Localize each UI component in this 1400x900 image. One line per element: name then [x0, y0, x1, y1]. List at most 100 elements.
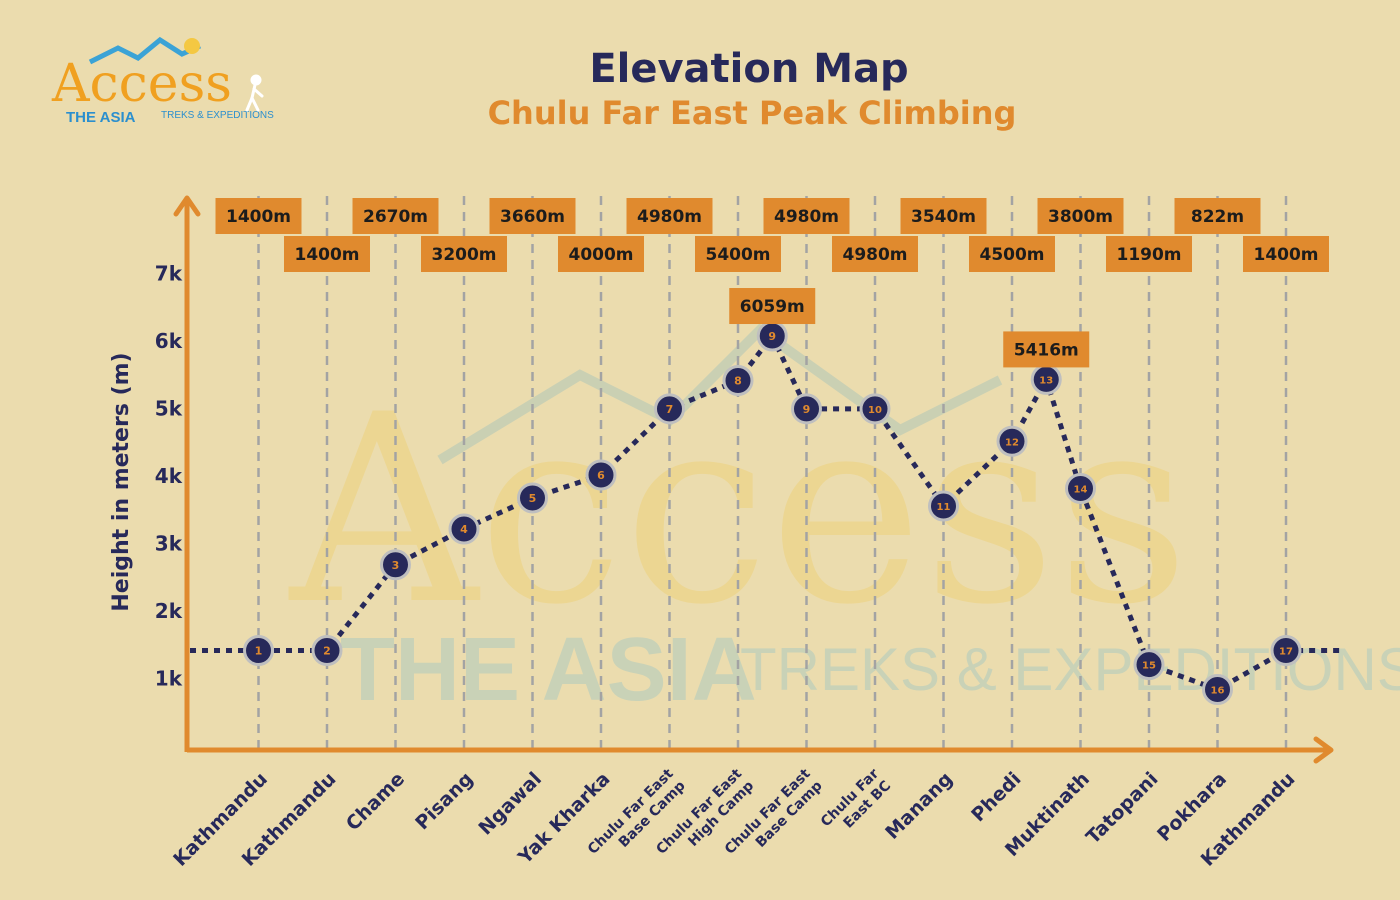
- value-label-box: [969, 236, 1055, 272]
- value-label: 3800m: [1037, 198, 1124, 234]
- y-tick-label: 3k: [155, 532, 183, 556]
- day-number: 1: [255, 645, 263, 658]
- day-marker: 4: [448, 513, 480, 545]
- y-tick-label: 2k: [155, 599, 183, 623]
- day-number: 15: [1142, 661, 1156, 672]
- value-label: 4980m: [832, 236, 918, 272]
- day-marker: 13: [1030, 363, 1062, 395]
- day-number: 6: [597, 469, 605, 482]
- day-marker: 8: [722, 365, 754, 396]
- day-marker: 12: [996, 425, 1028, 457]
- value-label-box: [626, 198, 713, 234]
- value-label-text: 3800m: [1048, 207, 1113, 227]
- day-number: 11: [937, 502, 951, 513]
- value-label-text: 2670m: [363, 207, 428, 227]
- y-tick-labels: 1k 2k 3k 4k 5k 6k 7k: [155, 262, 183, 691]
- elevation-series-line: [190, 331, 1345, 693]
- logo-sub1: THE ASIA: [66, 109, 136, 126]
- value-label: 3540m: [900, 198, 987, 234]
- value-label-box: [1003, 331, 1090, 368]
- watermark-mountain-icon: [437, 323, 1003, 465]
- value-label-text: 4980m: [842, 245, 907, 265]
- logo-hiker-icon: [245, 74, 264, 112]
- value-label-text: 5416m: [1014, 340, 1079, 360]
- value-label: 6059m: [729, 288, 816, 325]
- day-marker: 14: [1065, 473, 1096, 504]
- value-label: 2670m: [352, 198, 439, 234]
- watermark-sub2: TREKS & EXPEDITIONS: [740, 636, 1400, 703]
- y-tick-label: 7k: [155, 262, 183, 286]
- value-label: 4500m: [969, 236, 1055, 272]
- day-marker: 15: [1133, 649, 1165, 681]
- value-label: 1190m: [1106, 236, 1192, 272]
- value-label: 5400m: [695, 236, 781, 272]
- logo-sun-icon: [184, 38, 200, 54]
- value-label-text: 4500m: [979, 245, 1044, 265]
- value-label: 1400m: [284, 236, 370, 272]
- y-tick-label: 1k: [155, 667, 183, 691]
- x-axis-arrow-icon: [1313, 736, 1334, 764]
- value-label-text: 6059m: [740, 297, 805, 317]
- x-category-label: Manang: [881, 768, 957, 844]
- logo-sub2: TREKS & EXPEDITIONS: [161, 110, 274, 121]
- value-label-box: [1174, 198, 1261, 234]
- day-number: 8: [734, 375, 742, 388]
- value-label-text: 3200m: [431, 245, 496, 265]
- value-label-box: [215, 198, 302, 234]
- y-tick-label: 6k: [155, 329, 183, 353]
- value-label-box: [900, 198, 987, 234]
- value-label-box: [284, 236, 370, 272]
- value-label-box: [1106, 236, 1192, 272]
- value-label-text: 1400m: [1253, 245, 1318, 265]
- day-number: 12: [1005, 437, 1019, 448]
- day-marker: 6: [585, 459, 617, 491]
- value-label-box: [489, 198, 576, 234]
- x-category-label: Ngawal: [474, 768, 546, 840]
- value-label-text: 4980m: [774, 207, 839, 227]
- x-category-label: Tatopani: [1082, 768, 1163, 849]
- logo-wordmark: Access: [51, 54, 232, 114]
- axes: [173, 195, 1334, 764]
- value-label-text: 4000m: [568, 245, 633, 265]
- y-tick-label: 5k: [155, 397, 183, 421]
- value-label: 1400m: [215, 198, 302, 234]
- value-label-box: [421, 236, 507, 272]
- value-label: 822m: [1174, 198, 1261, 234]
- day-marker: 17: [1270, 635, 1302, 666]
- value-label-text: 1400m: [294, 245, 359, 265]
- day-number: 7: [666, 403, 674, 416]
- day-number: 13: [1039, 375, 1053, 386]
- day-number: 3: [392, 559, 400, 572]
- value-label-text: 4980m: [637, 207, 702, 227]
- day-number: 9: [768, 330, 776, 343]
- value-label-text: 3660m: [500, 207, 565, 227]
- day-marker: 9: [791, 393, 822, 425]
- day-marker: 11: [928, 490, 959, 522]
- value-label-box: [1243, 236, 1329, 272]
- y-axis-arrow-icon: [173, 195, 201, 217]
- value-label-box: [1037, 198, 1124, 234]
- value-label: 4980m: [626, 198, 713, 234]
- day-number: 17: [1279, 647, 1293, 658]
- value-label-text: 3540m: [911, 207, 976, 227]
- chart-title: Elevation Map: [589, 46, 908, 92]
- day-marker: 10: [859, 393, 891, 425]
- value-label-text: 1190m: [1116, 245, 1181, 265]
- value-label: 1400m: [1243, 236, 1329, 272]
- value-label-text: 5400m: [705, 245, 770, 265]
- value-label-box: [763, 198, 850, 234]
- x-category-label: Chame: [342, 768, 409, 835]
- value-label-box: [695, 236, 781, 272]
- value-label-box: [558, 236, 644, 272]
- day-number: 5: [529, 492, 537, 505]
- day-marker: 2: [311, 635, 343, 666]
- value-label: 5416m: [1003, 331, 1090, 368]
- chart-subtitle: Chulu Far East Peak Climbing: [488, 94, 1017, 132]
- value-label: 4980m: [763, 198, 850, 234]
- day-marker: 3: [380, 549, 411, 581]
- y-tick-label: 4k: [155, 464, 183, 488]
- day-number: 2: [323, 645, 331, 658]
- value-label-box: [729, 288, 816, 325]
- logo: Access THE ASIA TREKS & EXPEDITIONS: [51, 36, 274, 126]
